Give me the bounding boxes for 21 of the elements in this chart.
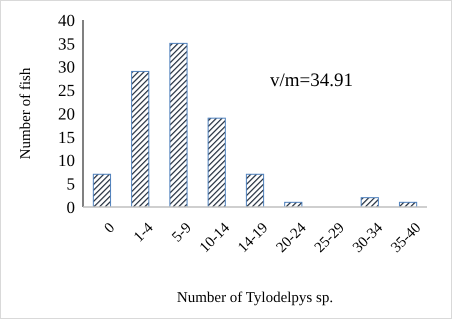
y-tick-label: 10 <box>58 151 75 170</box>
y-tick-label: 0 <box>66 198 75 217</box>
bar <box>360 197 379 208</box>
bar <box>208 118 226 208</box>
y-tick-label: 15 <box>58 128 75 147</box>
y-tick-label: 35 <box>58 34 75 54</box>
y-tick-label: 30 <box>58 58 75 77</box>
y-axis-title: Number of fish <box>18 67 34 160</box>
y-tick-label: 20 <box>58 104 75 124</box>
bar <box>131 70 150 208</box>
x-tick-label: 5-9 <box>169 220 195 246</box>
bar <box>246 174 264 208</box>
x-axis-title: Number of Tylodelpys sp. <box>176 290 334 306</box>
x-tick-label: 1-4 <box>131 220 157 246</box>
bar <box>169 42 188 208</box>
annotation: v/m=34.91 <box>270 70 354 91</box>
y-tick-label: 5 <box>66 174 75 194</box>
x-tick-label: 0 <box>102 220 118 237</box>
y-tick-label: 40 <box>58 10 75 30</box>
bar <box>92 174 112 208</box>
y-tick-label: 25 <box>58 81 75 100</box>
